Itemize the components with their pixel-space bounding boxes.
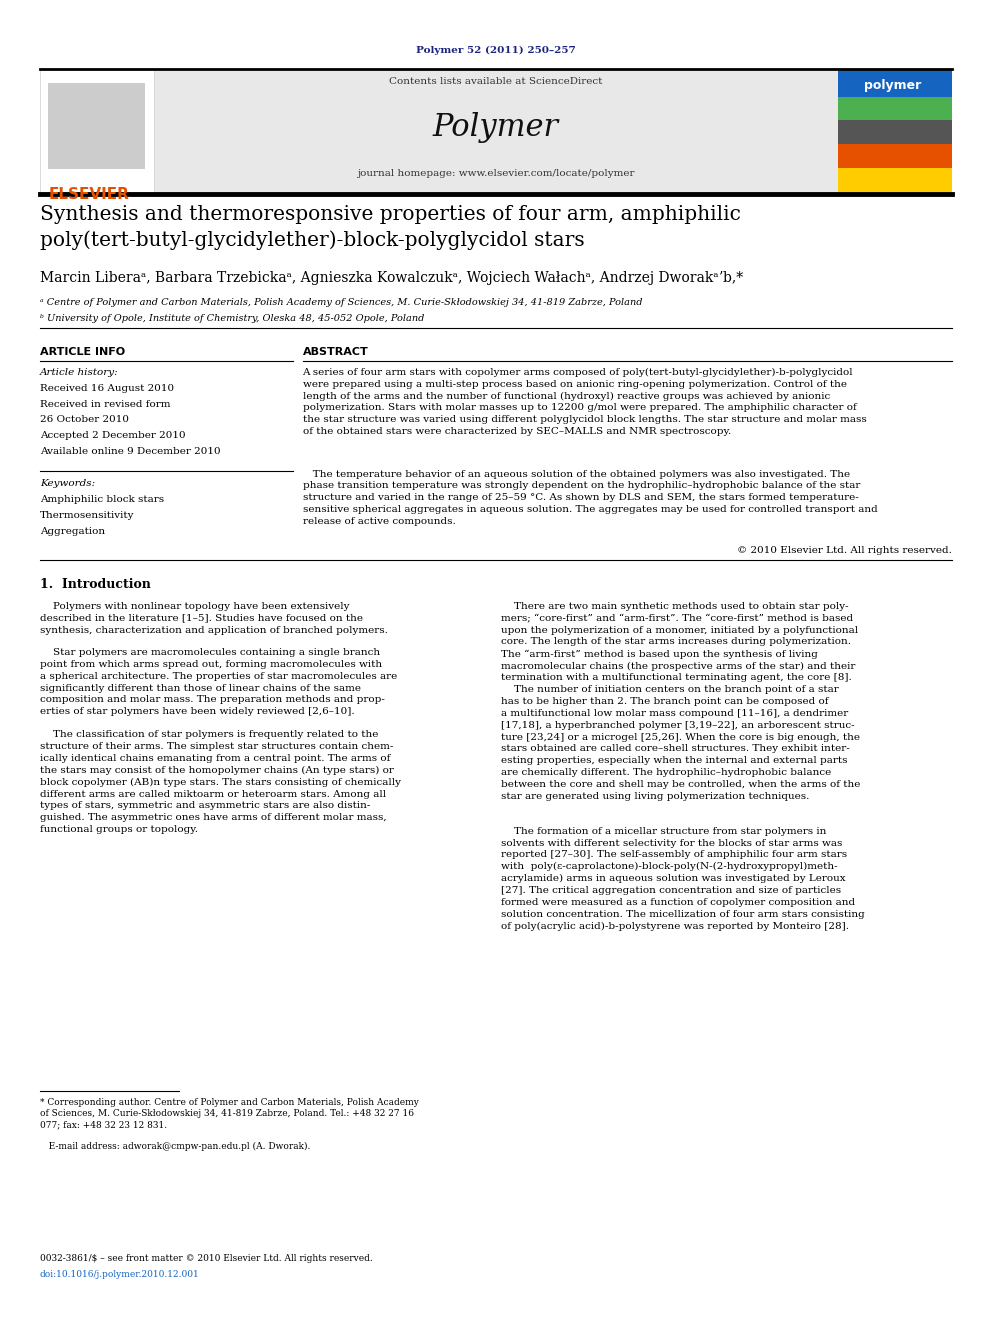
FancyBboxPatch shape (154, 69, 838, 192)
Text: 1.  Introduction: 1. Introduction (40, 578, 151, 591)
Text: journal homepage: www.elsevier.com/locate/polymer: journal homepage: www.elsevier.com/locat… (357, 169, 635, 179)
Text: The number of initiation centers on the branch point of a star
has to be higher : The number of initiation centers on the … (501, 685, 860, 800)
Text: The classification of star polymers is frequently related to the
structure of th: The classification of star polymers is f… (40, 730, 401, 833)
Text: Polymer 52 (2011) 250–257: Polymer 52 (2011) 250–257 (416, 46, 576, 56)
Text: © 2010 Elsevier Ltd. All rights reserved.: © 2010 Elsevier Ltd. All rights reserved… (737, 546, 952, 556)
Text: Received 16 August 2010: Received 16 August 2010 (40, 384, 174, 393)
Text: Marcin Liberaᵃ, Barbara Trzebickaᵃ, Agnieszka Kowalczukᵃ, Wojciech Wałachᵃ, Andr: Marcin Liberaᵃ, Barbara Trzebickaᵃ, Agni… (40, 271, 743, 286)
Text: Polymers with nonlinear topology have been extensively
described in the literatu: Polymers with nonlinear topology have be… (40, 602, 388, 635)
FancyBboxPatch shape (838, 168, 952, 192)
Text: Available online 9 December 2010: Available online 9 December 2010 (40, 447, 220, 456)
Text: Aggregation: Aggregation (40, 527, 105, 536)
Text: There are two main synthetic methods used to obtain star poly-
mers; “core-first: There are two main synthetic methods use… (501, 602, 858, 683)
FancyBboxPatch shape (838, 97, 952, 120)
FancyBboxPatch shape (838, 144, 952, 168)
Text: Received in revised form: Received in revised form (40, 400, 171, 409)
Text: Thermosensitivity: Thermosensitivity (40, 511, 134, 520)
Text: Article history:: Article history: (40, 368, 118, 377)
Text: ARTICLE INFO: ARTICLE INFO (40, 347, 125, 357)
Text: ᵃ Centre of Polymer and Carbon Materials, Polish Academy of Sciences, M. Curie-S: ᵃ Centre of Polymer and Carbon Materials… (40, 298, 642, 307)
Text: ABSTRACT: ABSTRACT (303, 347, 368, 357)
Text: 26 October 2010: 26 October 2010 (40, 415, 129, 425)
Text: doi:10.1016/j.polymer.2010.12.001: doi:10.1016/j.polymer.2010.12.001 (40, 1270, 199, 1279)
Text: Star polymers are macromolecules containing a single branch
point from which arm: Star polymers are macromolecules contain… (40, 648, 397, 716)
Text: Amphiphilic block stars: Amphiphilic block stars (40, 495, 164, 504)
Text: E-mail address: adworak@cmpw-pan.edu.pl (A. Dworak).: E-mail address: adworak@cmpw-pan.edu.pl … (40, 1142, 310, 1151)
Text: The temperature behavior of an aqueous solution of the obtained polymers was als: The temperature behavior of an aqueous s… (303, 470, 877, 525)
Text: Synthesis and thermoresponsive properties of four arm, amphiphilic
poly(tert-but: Synthesis and thermoresponsive propertie… (40, 205, 741, 250)
FancyBboxPatch shape (838, 120, 952, 144)
Text: Polymer: Polymer (433, 112, 559, 143)
Text: Keywords:: Keywords: (40, 479, 95, 488)
Text: Accepted 2 December 2010: Accepted 2 December 2010 (40, 431, 186, 441)
FancyBboxPatch shape (838, 69, 952, 192)
Text: * Corresponding author. Centre of Polymer and Carbon Materials, Polish Academy
o: * Corresponding author. Centre of Polyme… (40, 1098, 419, 1130)
Text: ᵇ University of Opole, Institute of Chemistry, Oleska 48, 45-052 Opole, Poland: ᵇ University of Opole, Institute of Chem… (40, 314, 424, 323)
Text: 0032-3861/$ – see front matter © 2010 Elsevier Ltd. All rights reserved.: 0032-3861/$ – see front matter © 2010 El… (40, 1254, 372, 1263)
Text: A series of four arm stars with copolymer arms composed of poly(tert-butyl-glyci: A series of four arm stars with copolyme… (303, 368, 866, 437)
FancyBboxPatch shape (48, 83, 145, 169)
FancyBboxPatch shape (40, 69, 154, 192)
Text: ELSEVIER: ELSEVIER (49, 187, 130, 201)
Text: polymer: polymer (864, 79, 922, 93)
Text: Contents lists available at ScienceDirect: Contents lists available at ScienceDirec… (389, 77, 603, 86)
Text: The formation of a micellar structure from star polymers in
solvents with differ: The formation of a micellar structure fr… (501, 827, 865, 931)
